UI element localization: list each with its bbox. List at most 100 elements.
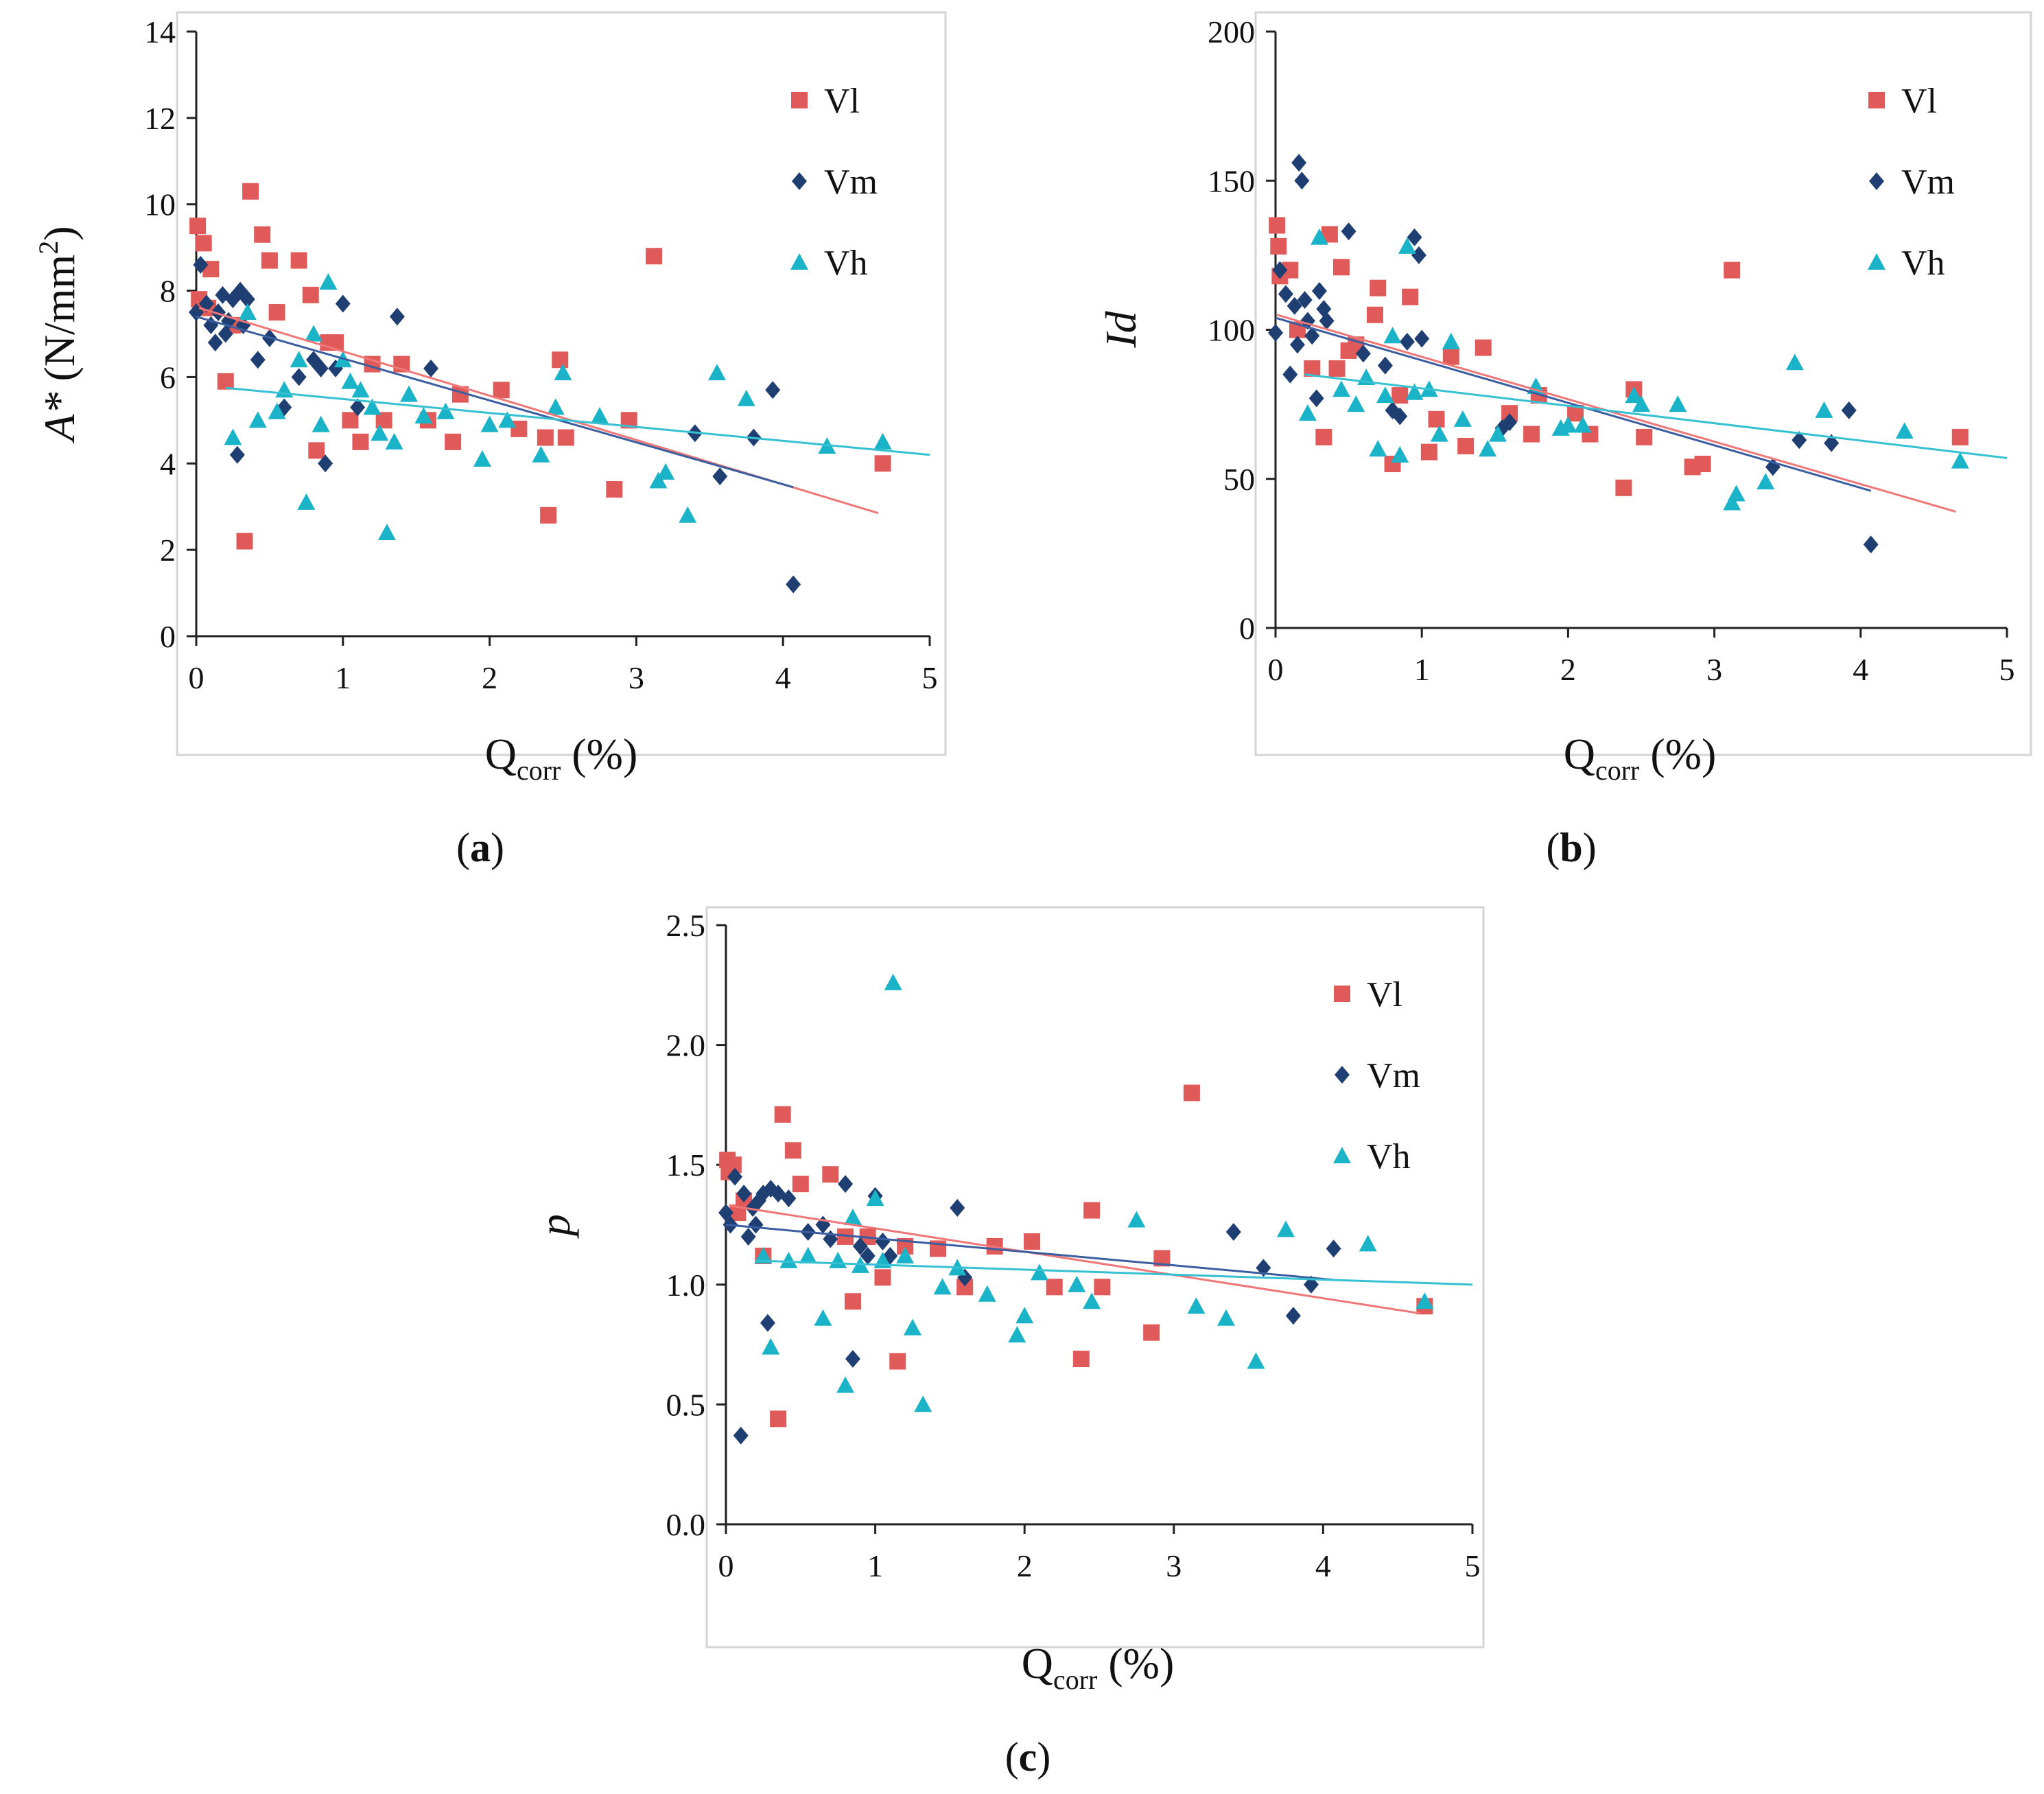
point-Vh — [238, 303, 257, 321]
trendline-Vh — [755, 1259, 1473, 1286]
legend-label-Vl: Vl — [1367, 975, 1402, 1014]
point-Vm — [211, 303, 226, 322]
y-tick-label: 1.0 — [666, 1268, 706, 1303]
point-Vh — [1310, 228, 1328, 245]
point-Vm — [1792, 431, 1807, 450]
x-axis-title-unit: (%) — [561, 730, 637, 778]
point-Vm — [950, 1199, 965, 1218]
series-Vh — [754, 973, 1434, 1412]
point-Vm — [1841, 401, 1857, 419]
series-Vm — [1268, 154, 1879, 554]
point-Vh — [1332, 380, 1350, 397]
point-Vh — [1298, 404, 1317, 421]
point-Vl — [236, 533, 253, 550]
point-Vl — [1523, 426, 1540, 443]
panel-label: (b) — [1546, 825, 1596, 870]
y-tick-label: 0.0 — [666, 1507, 706, 1542]
x-tick-label: 1 — [335, 660, 351, 695]
point-Vh — [371, 424, 389, 441]
point-Vl — [1269, 217, 1286, 234]
point-Vh — [312, 415, 330, 432]
point-Vm — [1399, 332, 1415, 351]
x-tick-label: 4 — [775, 660, 791, 695]
legend-label-Vh: Vh — [1367, 1137, 1411, 1176]
trendline-Vm — [1275, 316, 1872, 492]
point-Vh — [1277, 1220, 1295, 1237]
point-Vh — [1359, 1235, 1377, 1252]
point-Vm — [250, 351, 266, 369]
point-Vh — [498, 411, 517, 428]
point-Vh — [904, 1318, 921, 1336]
point-Vm — [1297, 291, 1313, 310]
point-Vl — [1315, 428, 1332, 445]
point-Vh — [341, 372, 360, 389]
y-axis-title-sup: 2 — [33, 241, 64, 255]
point-Vh — [1479, 440, 1497, 457]
point-Vh — [679, 506, 697, 523]
trendline-Vl — [729, 1204, 1421, 1315]
legend-marker-Vm — [1869, 172, 1884, 190]
y-axis-title: A* (N/mm2) — [33, 226, 84, 443]
point-Vh — [754, 1246, 773, 1263]
x-axis-title-main: Q — [1564, 730, 1595, 778]
y-axis-title-close: ) — [35, 226, 84, 240]
point-Vl — [195, 235, 212, 252]
point-Vh — [737, 389, 755, 406]
y-axis-title: Id — [1096, 310, 1145, 348]
series-Vm — [718, 1167, 1341, 1445]
trendline-Vl — [1276, 314, 1956, 513]
panel-label: (c) — [1005, 1734, 1051, 1780]
series-Vh — [1298, 228, 1969, 511]
point-Vm — [1414, 329, 1430, 348]
point-Vh — [400, 385, 419, 402]
point-Vh — [1757, 473, 1775, 490]
y-axis-title-main: p — [530, 1214, 579, 1239]
point-Vl — [844, 1293, 861, 1310]
y-tick-label: 6 — [160, 360, 176, 395]
point-Vh — [290, 351, 308, 368]
point-Vh — [385, 432, 403, 450]
chart-frame — [705, 906, 1485, 1649]
point-Vh — [1008, 1326, 1026, 1343]
point-Vh — [1247, 1352, 1265, 1369]
panel-label: (a) — [456, 825, 504, 870]
point-Vl — [1366, 306, 1383, 323]
point-Vm — [207, 334, 223, 352]
x-tick-label: 5 — [1999, 652, 2015, 687]
point-Vh — [319, 272, 338, 290]
x-axis-title-unit: (%) — [1639, 730, 1716, 778]
point-Vh — [1669, 395, 1687, 412]
point-Vh — [884, 973, 902, 990]
point-Vh — [1573, 416, 1592, 433]
point-Vl — [1024, 1233, 1041, 1250]
point-Vh — [866, 1189, 884, 1207]
point-Vl — [493, 382, 510, 399]
point-Vh — [554, 364, 572, 381]
point-Vl — [1143, 1324, 1160, 1341]
point-Vm — [389, 307, 405, 326]
point-Vh — [896, 1246, 915, 1263]
point-Vl — [784, 1142, 801, 1159]
y-tick-label: 2.0 — [666, 1028, 706, 1063]
point-Vl — [889, 1353, 906, 1370]
point-Vh — [1405, 383, 1424, 400]
x-axis-title-sub: corr — [1595, 755, 1639, 786]
point-Vh — [480, 415, 499, 432]
x-tick-label: 3 — [1166, 1548, 1182, 1583]
trendline-Vm — [196, 315, 794, 489]
point-Vm — [1272, 261, 1288, 279]
panel-label-letter: c — [1019, 1734, 1037, 1780]
x-axis-title-main: Q — [1022, 1639, 1053, 1688]
x-tick-label: 4 — [1315, 1548, 1331, 1583]
point-Vh — [248, 411, 267, 428]
point-Vh — [414, 407, 433, 424]
point-Vl — [268, 304, 285, 321]
point-Vh — [1723, 493, 1741, 511]
point-Vh — [1068, 1275, 1086, 1292]
point-Vh — [1391, 445, 1409, 463]
point-Vl — [1046, 1279, 1063, 1296]
point-Vl — [217, 373, 234, 390]
point-Vm — [1268, 323, 1283, 342]
